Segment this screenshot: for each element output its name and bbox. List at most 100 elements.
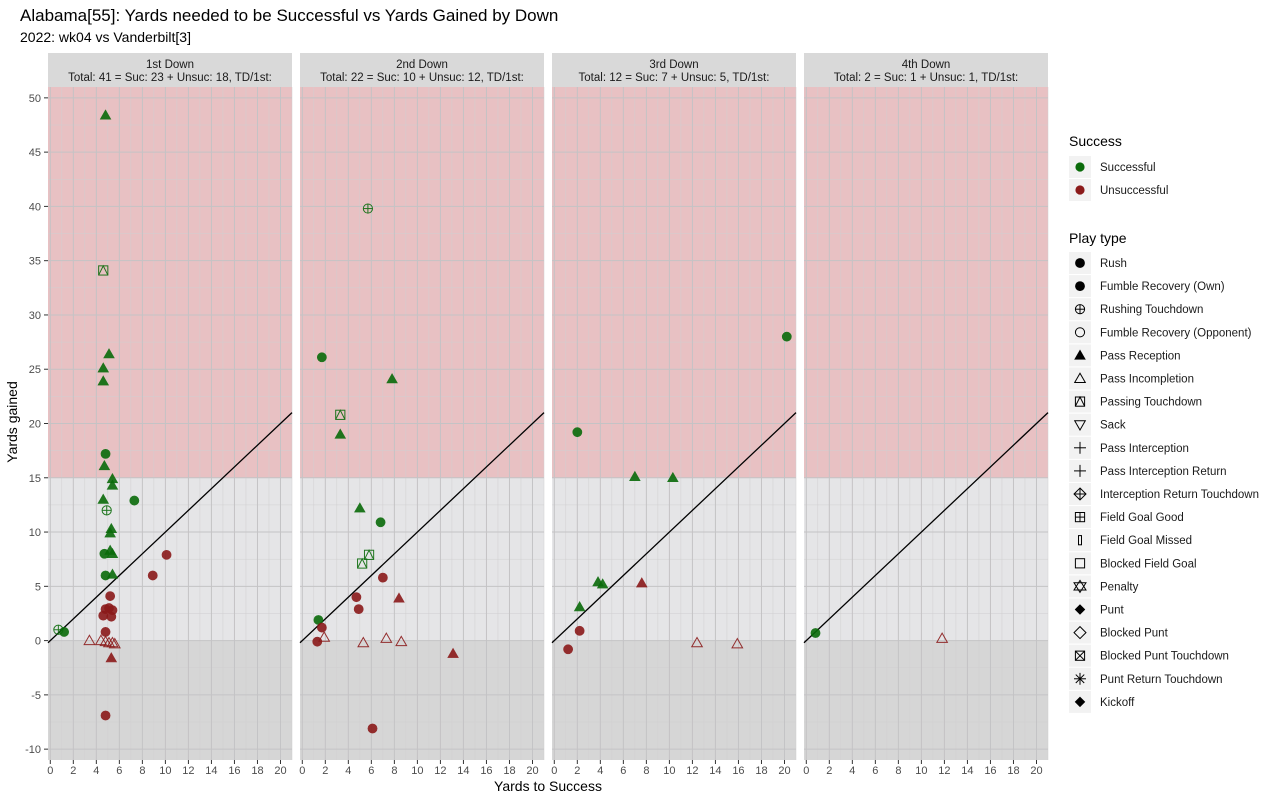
data-point (318, 631, 331, 642)
y-tick-label: -5 (31, 690, 41, 702)
legend-success-title: Success (1069, 133, 1122, 149)
legend-swatch (1075, 185, 1085, 195)
reference-line (803, 412, 1049, 644)
legend-label: Field Goal Good (1100, 512, 1184, 524)
legend-shape (1074, 395, 1086, 407)
x-tick-label: 10 (411, 765, 423, 777)
y-tick-label: 10 (29, 527, 41, 539)
background-band (804, 640, 1048, 760)
legend-label: Successful (1100, 162, 1156, 174)
data-point (353, 604, 364, 615)
legend-item: Blocked Field Goal (1069, 552, 1197, 575)
legend-item: Punt (1069, 598, 1124, 621)
data-point (393, 592, 405, 603)
reference-line (47, 412, 293, 644)
data-point (335, 409, 346, 420)
legend-label: Unsuccessful (1100, 185, 1168, 197)
x-tick-label: 16 (228, 765, 240, 777)
data-point (573, 601, 586, 612)
x-tick-label: 18 (503, 765, 515, 777)
reference-line (551, 412, 797, 644)
background-band (552, 640, 796, 760)
data-point (147, 570, 158, 581)
data-point (106, 547, 119, 559)
x-tick-label: 20 (1030, 765, 1042, 777)
y-tick-label: 25 (29, 364, 41, 376)
x-tick-label: 20 (526, 765, 538, 777)
data-point (810, 628, 821, 638)
data-point (97, 375, 110, 386)
data-point (935, 632, 949, 643)
legend-item: Rushing Touchdown (1069, 298, 1203, 321)
legend-item: Blocked Punt Touchdown (1069, 644, 1229, 667)
x-tick-label: 0 (551, 765, 557, 777)
data-point (129, 495, 140, 506)
x-tick-label: 12 (434, 765, 446, 777)
data-point (83, 634, 96, 646)
strip-subtitle: Total: 41 = Suc: 23 + Unsuc: 18, TD/1st: (68, 72, 272, 84)
legend-shape (1074, 672, 1086, 685)
data-point (334, 428, 347, 439)
data-point (104, 527, 116, 538)
x-tick-label: 12 (686, 765, 698, 777)
strip-subtitle: Total: 12 = Suc: 7 + Unsuc: 5, TD/1st: (579, 72, 770, 84)
data-point (99, 635, 112, 647)
legend-label: Pass Interception (1100, 443, 1189, 455)
panel-strip (48, 53, 292, 87)
reference-line (299, 412, 545, 644)
x-tick-label: 16 (984, 765, 996, 777)
legend-item: Pass Interception Return (1069, 459, 1227, 482)
background-band (300, 640, 544, 760)
data-point (667, 471, 679, 483)
strip-title: 2nd Down (396, 59, 448, 71)
x-tick-label: 6 (872, 765, 878, 777)
x-tick-label: 2 (574, 765, 580, 777)
x-tick-label: 6 (116, 765, 122, 777)
data-point (98, 459, 111, 471)
data-point (312, 636, 323, 647)
legend-shape (1075, 281, 1085, 291)
legend-item: Sack (1069, 413, 1126, 436)
y-tick-label: 20 (29, 419, 41, 431)
data-point (351, 592, 362, 603)
x-tick-label: 6 (368, 765, 374, 777)
y-tick-label: 35 (29, 256, 41, 268)
legend-label: Rushing Touchdown (1100, 304, 1203, 316)
data-point (100, 627, 111, 637)
legend-key (1069, 552, 1091, 575)
y-tick-label: 40 (29, 201, 41, 213)
legend-label: Punt Return Touchdown (1100, 674, 1223, 686)
data-point (574, 625, 585, 636)
legend-type-title: Play type (1069, 230, 1127, 246)
legend-shape (1074, 349, 1086, 360)
x-tick-label: 2 (322, 765, 328, 777)
legend-label: Penalty (1100, 581, 1139, 593)
legend-item: Interception Return Touchdown (1069, 483, 1259, 505)
x-tick-label: 4 (849, 765, 855, 777)
legend-shape (1073, 579, 1087, 594)
legend-shape (1073, 420, 1087, 431)
x-tick-label: 8 (139, 765, 145, 777)
legend-shape (1073, 372, 1087, 383)
data-point (100, 448, 111, 459)
panel-strip (552, 53, 796, 87)
x-tick-label: 20 (274, 765, 286, 777)
legend-label: Punt (1100, 605, 1124, 617)
x-tick-label: 16 (480, 765, 492, 777)
legend-label: Blocked Punt Touchdown (1100, 651, 1229, 663)
legend-key (1069, 413, 1091, 436)
data-point (97, 362, 110, 373)
data-point (316, 622, 327, 633)
legend-shape (1074, 441, 1086, 454)
legend-shape (1074, 558, 1086, 569)
legend-label: Passing Touchdown (1100, 397, 1202, 409)
data-point (101, 505, 112, 516)
legend-shape (1074, 327, 1086, 338)
x-tick-label: 4 (345, 765, 351, 777)
legend-swatch (1075, 162, 1085, 172)
legend-shape (1078, 535, 1082, 546)
